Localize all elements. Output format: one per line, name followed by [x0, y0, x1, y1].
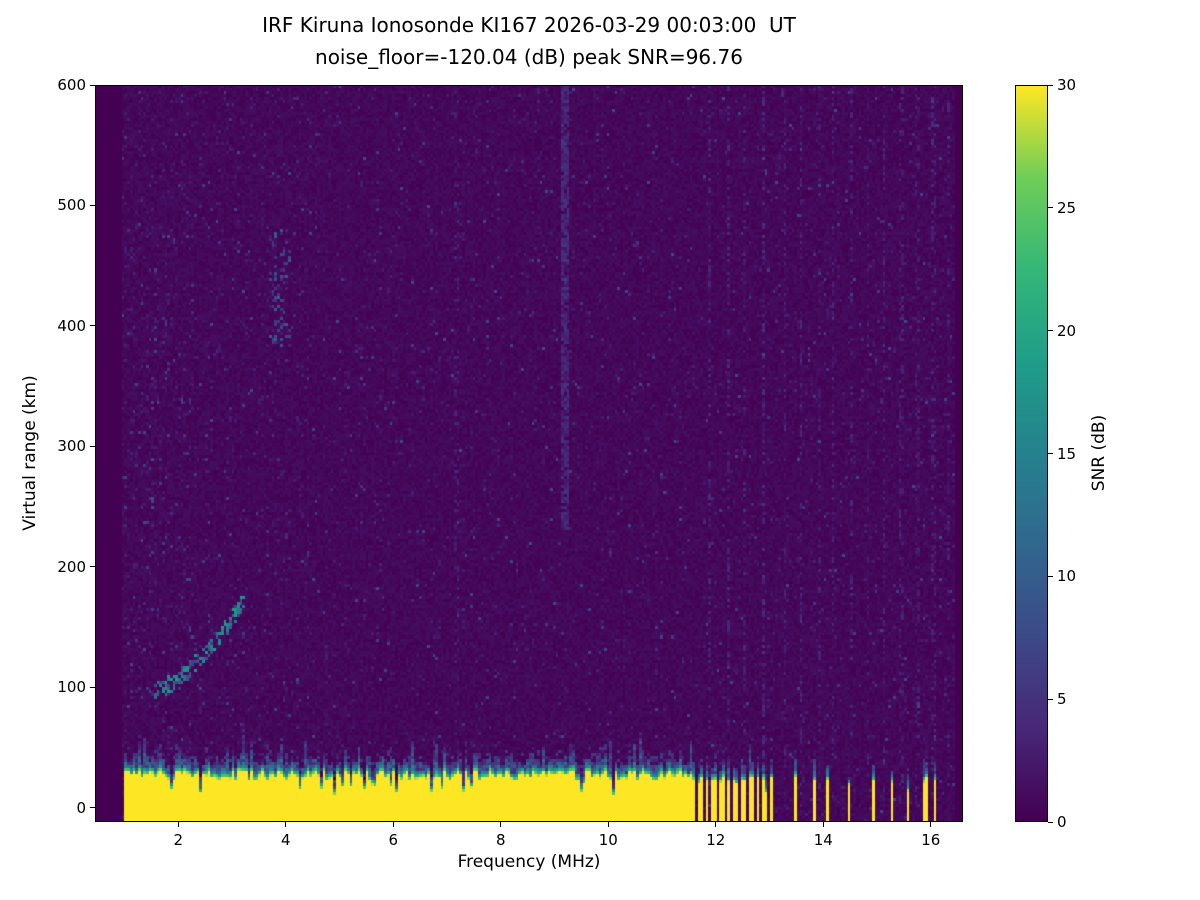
y-tick-label: 600: [57, 76, 86, 94]
x-tick-mark: [607, 822, 609, 827]
x-tick-mark: [392, 822, 394, 827]
colorbar-tick-label: 20: [1057, 321, 1077, 340]
colorbar-tick-mark: [1048, 207, 1053, 209]
y-tick-mark: [90, 204, 95, 206]
x-tick-label: 16: [921, 831, 941, 849]
x-tick-mark: [930, 822, 932, 827]
colorbar-tick-mark: [1048, 330, 1053, 332]
y-tick-label: 400: [57, 316, 86, 335]
x-tick-label: 4: [281, 831, 291, 849]
ionogram-heatmap-canvas: [95, 85, 963, 822]
x-tick-mark: [822, 822, 824, 827]
x-tick-label: 6: [388, 831, 399, 849]
x-tick-label: 14: [813, 831, 833, 849]
colorbar: [1015, 85, 1048, 822]
y-tick-label: 0: [76, 798, 86, 817]
x-tick-mark: [500, 822, 502, 827]
colorbar-tick-mark: [1048, 698, 1053, 700]
colorbar-tick-mark: [1048, 84, 1053, 86]
y-axis-label: Virtual range (km): [20, 375, 40, 531]
y-tick-mark: [90, 686, 95, 688]
y-tick-label: 500: [57, 196, 86, 215]
colorbar-tick-label: 0: [1057, 813, 1067, 831]
x-tick-label: 10: [598, 831, 618, 849]
x-tick-mark: [715, 822, 717, 827]
colorbar-tick-mark: [1048, 821, 1053, 823]
y-tick-mark: [90, 325, 95, 327]
x-tick-mark: [285, 822, 287, 827]
y-tick-label: 200: [57, 557, 86, 576]
heatmap-plot-area: [95, 85, 963, 822]
x-axis-label: Frequency (MHz): [457, 852, 601, 872]
x-tick-label: 12: [706, 831, 726, 849]
x-tick-label: 2: [173, 831, 184, 849]
colorbar-tick-mark: [1048, 453, 1053, 454]
y-tick-mark: [90, 84, 95, 86]
y-tick-mark: [90, 566, 95, 568]
plot-title: IRF Kiruna Ionosonde KI167 2026-03-29 00…: [262, 13, 796, 37]
x-tick-mark: [177, 822, 179, 827]
colorbar-tick-label: 10: [1057, 567, 1077, 586]
y-tick-label: 300: [57, 437, 86, 456]
x-tick-label: 8: [496, 831, 506, 849]
colorbar-tick-label: 15: [1057, 444, 1077, 463]
colorbar-gradient-canvas: [1015, 85, 1048, 822]
colorbar-tick-label: 5: [1057, 690, 1067, 709]
plot-subtitle: noise_floor=-120.04 (dB) peak SNR=96.76: [315, 45, 743, 69]
colorbar-label: SNR (dB): [1089, 414, 1109, 492]
colorbar-tick-mark: [1048, 575, 1053, 577]
y-tick-label: 100: [57, 678, 86, 697]
colorbar-tick-label: 30: [1057, 76, 1077, 94]
y-tick-mark: [90, 807, 95, 809]
y-tick-mark: [90, 445, 95, 447]
colorbar-tick-label: 25: [1057, 198, 1077, 217]
